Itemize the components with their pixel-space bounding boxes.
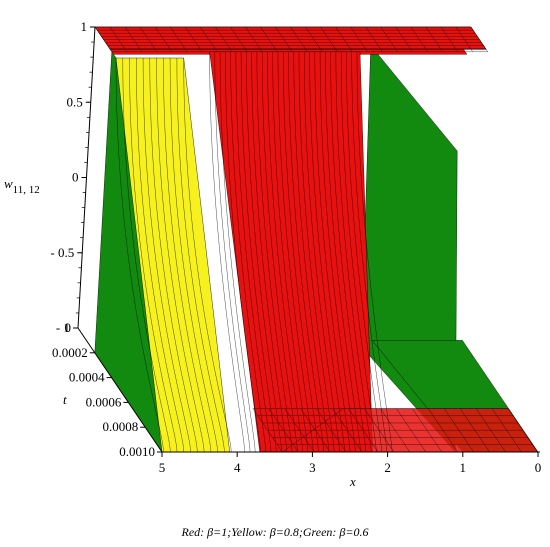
mesh-line	[288, 51, 324, 453]
mesh-line	[240, 51, 277, 453]
x-tick-label: 1	[460, 460, 467, 475]
x-tick-label: 0	[535, 460, 542, 475]
legend-caption: Red: β=1;Yellow: β=0.8;Green: β=0.6	[181, 525, 369, 539]
mesh-line	[246, 51, 282, 453]
x-tick-label: 3	[309, 460, 316, 475]
mesh-line	[183, 57, 232, 453]
mesh-line	[314, 51, 351, 453]
surface-layers	[94, 26, 539, 453]
mesh-line	[122, 57, 171, 453]
mesh-line	[256, 51, 293, 453]
t-tick-label: 0.0004	[69, 370, 105, 385]
mesh-line	[293, 51, 330, 453]
series-surface	[94, 26, 487, 50]
mesh-line	[251, 51, 287, 453]
mesh-line	[351, 51, 387, 453]
mesh-line	[214, 51, 251, 453]
mesh-line	[262, 51, 298, 453]
mesh-line	[325, 51, 361, 453]
mesh-line	[176, 57, 225, 453]
mesh-line	[230, 51, 266, 453]
mesh-line	[304, 51, 340, 453]
mesh-line	[115, 57, 164, 453]
series-surface	[209, 51, 373, 453]
mesh-line	[330, 51, 366, 453]
mesh-line	[283, 51, 319, 453]
mesh-line	[309, 51, 345, 453]
mesh-line	[267, 51, 303, 453]
mesh-line	[356, 51, 393, 453]
t-tick-label: 0	[65, 320, 72, 335]
z-tick-label: - 1	[56, 320, 70, 335]
mesh-line	[129, 57, 178, 453]
t-tick-label: 0.0006	[86, 394, 122, 409]
z-tick-label: - 0.5	[50, 245, 74, 260]
mesh-line	[225, 51, 261, 453]
z-tick-label: 0	[72, 170, 79, 185]
mesh-line	[235, 51, 272, 453]
mesh-line	[219, 51, 256, 453]
z-tick-label: 1	[81, 19, 88, 34]
x-axis-label: x	[349, 474, 356, 489]
mesh-line	[272, 51, 309, 453]
z-ticks: 1 0.5 0 - 0.5 - 1	[50, 19, 95, 335]
t-tick-label: 0.0010	[119, 444, 155, 459]
mesh-line	[163, 57, 212, 453]
surface-mesh	[94, 26, 538, 453]
x-tick-label: 2	[384, 460, 391, 475]
t-tick-label: 0.0008	[102, 419, 138, 434]
x-tick-label: 5	[159, 460, 166, 475]
x-ticks: 5 4 3 2 1 0	[159, 452, 542, 475]
mesh-line	[156, 57, 205, 453]
mesh-line	[319, 51, 356, 453]
t-axis-line	[77, 327, 163, 453]
mesh-line	[169, 57, 218, 453]
x-tick-label: 4	[234, 460, 241, 475]
mesh-line	[136, 57, 184, 453]
mesh-line	[335, 51, 372, 453]
t-tick-label: 0.0002	[52, 345, 88, 360]
z-tick-label: 0.5	[67, 94, 83, 109]
mesh-line	[341, 51, 377, 453]
mesh-line	[142, 57, 191, 453]
t-axis-label: t	[63, 392, 67, 407]
mesh-line	[277, 51, 314, 453]
mesh-line	[149, 57, 198, 453]
z-axis-label: w11, 12	[4, 176, 40, 196]
mesh-line	[298, 51, 335, 453]
mesh-line	[209, 51, 245, 453]
t-ticks: 0 0.0002 0.0004 0.0006 0.0008 0.0010	[52, 320, 162, 459]
mesh-line	[346, 51, 382, 453]
